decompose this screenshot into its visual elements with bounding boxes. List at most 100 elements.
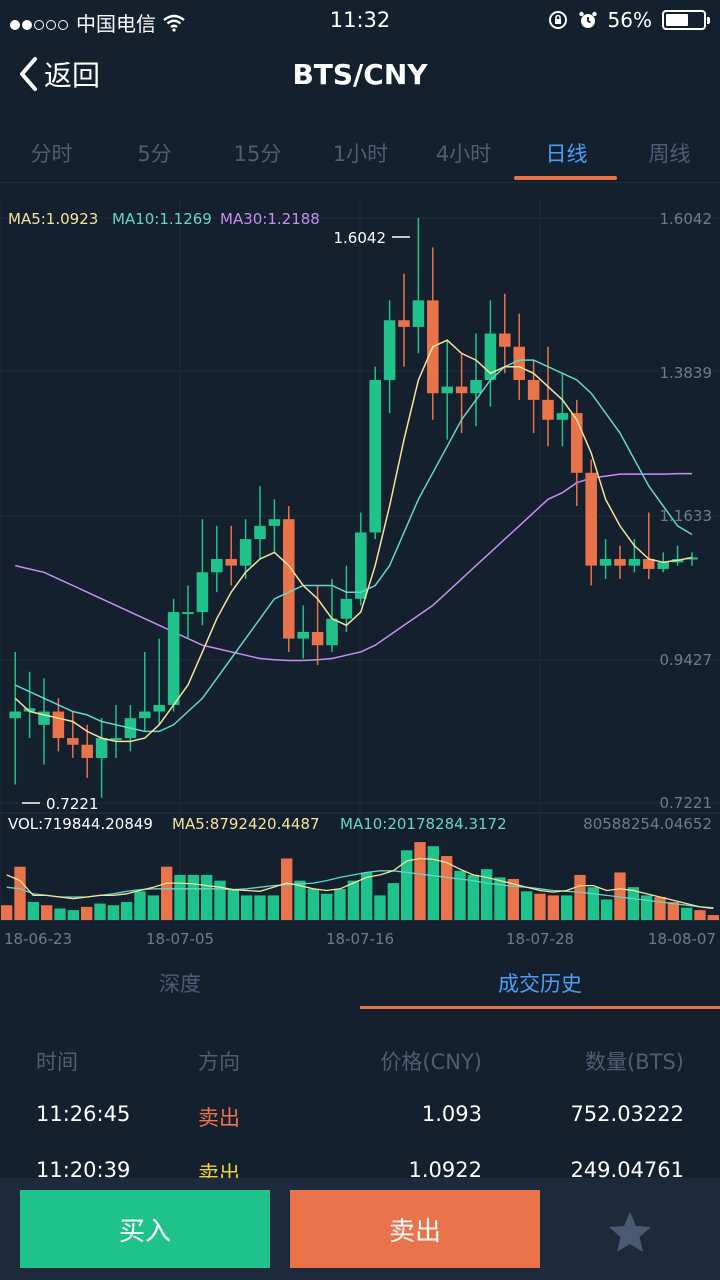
- kline-chart-svg: MA5:1.0923 MA10:1.1269 MA30:1.2188 1.604…: [0, 198, 720, 948]
- volume-bar: [387, 883, 399, 920]
- trade-row: 11:20:39 卖出 1.0922 249.04761: [0, 1142, 720, 1178]
- volume-bar: [334, 888, 346, 920]
- candle-body: [628, 559, 641, 566]
- high-price-marker: 1.6042: [334, 229, 410, 247]
- candle-body: [153, 704, 165, 712]
- volume-bar: [361, 872, 373, 920]
- candle-body: [139, 711, 151, 719]
- wifi-icon: [163, 14, 185, 32]
- ma10-line: [14, 359, 693, 733]
- action-bar: 买入 卖出: [0, 1178, 720, 1280]
- tab-timeshare[interactable]: 分时: [30, 142, 73, 166]
- trade-amount: 249.04761: [570, 1158, 684, 1178]
- tab-15min[interactable]: 15分: [233, 142, 282, 166]
- candle-body: [585, 472, 597, 566]
- volume-bar: [401, 850, 413, 920]
- tab-weekly[interactable]: 周线: [648, 142, 691, 166]
- candlesticks: [9, 218, 698, 798]
- trade-price: 1.0922: [408, 1158, 482, 1178]
- candle-body: [369, 379, 381, 533]
- date-label: 18-06-23: [4, 930, 72, 948]
- signal-strength-icon: [10, 11, 70, 35]
- candle-body: [398, 320, 410, 327]
- volume-bar: [481, 869, 493, 920]
- price-axis-label: 1.1633: [660, 507, 713, 525]
- timeframe-tabs: 分时 5分 15分 1小时 4小时 日线 周线: [0, 120, 720, 183]
- ma10-legend: MA10:1.1269: [112, 210, 212, 228]
- status-bar: 中国电信 11:32 56%: [0, 0, 720, 40]
- candle-body: [599, 559, 612, 566]
- tab-1hour[interactable]: 1小时: [332, 142, 389, 166]
- candle-body: [225, 559, 237, 566]
- volume-bar: [307, 888, 319, 920]
- tab-4hour[interactable]: 4小时: [435, 142, 492, 166]
- volume-bar: [534, 893, 546, 920]
- volume-bar: [681, 907, 693, 920]
- trade-price: 1.093: [421, 1102, 482, 1126]
- candle-body: [542, 399, 554, 420]
- volume-bar: [614, 872, 626, 920]
- candle-body: [686, 557, 698, 560]
- volume-bars: [1, 842, 719, 920]
- trade-history-list: 时间 方向 价格(CNY) 数量(BTS) 11:26:45 卖出 1.093 …: [0, 1030, 720, 1178]
- candle-body: [326, 618, 338, 646]
- header-direction: 方向: [198, 1050, 240, 1074]
- candle-body: [196, 572, 209, 613]
- volume-bar: [427, 846, 439, 920]
- volume-bar: [174, 874, 186, 920]
- volume-bar: [694, 910, 706, 920]
- ma30-legend: MA30:1.2188: [220, 210, 320, 228]
- buy-button[interactable]: 买入: [20, 1190, 270, 1268]
- tab-daily[interactable]: 日线: [545, 142, 588, 166]
- candle-body: [383, 320, 396, 380]
- volume-bar: [294, 880, 306, 920]
- page-title: BTS/CNY: [292, 58, 428, 91]
- volume-bar: [241, 895, 253, 920]
- trade-time: 11:26:45: [36, 1102, 131, 1126]
- trade-amount: 752.03222: [570, 1102, 684, 1126]
- volume-bar: [1, 905, 13, 920]
- volume-ma10-legend: MA10:20178284.3172: [340, 815, 507, 833]
- volume-bar: [14, 866, 26, 920]
- volume-bar: [121, 901, 133, 920]
- price-axis-label: 0.9427: [660, 651, 713, 669]
- volume-bar: [587, 887, 599, 920]
- sell-button[interactable]: 卖出: [290, 1190, 540, 1268]
- volume-bar: [54, 908, 66, 920]
- candle-body: [110, 738, 122, 741]
- volume-bar: [281, 858, 293, 920]
- candle-body: [283, 519, 295, 639]
- active-tab-indicator: [514, 176, 617, 180]
- volume-bar: [161, 866, 173, 920]
- candle-body: [23, 708, 36, 712]
- kline-chart[interactable]: MA5:1.0923 MA10:1.1269 MA30:1.2188 1.604…: [0, 198, 720, 960]
- battery-icon: [662, 10, 710, 30]
- volume-bar: [454, 870, 466, 920]
- tab-trade-history[interactable]: 成交历史: [498, 972, 582, 996]
- candle-body: [643, 559, 655, 569]
- volume-legend: VOL:719844.20849: [8, 815, 153, 833]
- candle-body: [239, 539, 252, 566]
- trade-row: 11:26:45 卖出 1.093 752.03222: [0, 1086, 720, 1142]
- low-price-marker: 0.7221: [22, 795, 99, 813]
- tab-5min[interactable]: 5分: [137, 142, 172, 166]
- volume-bar: [707, 915, 719, 920]
- volume-bar: [147, 895, 159, 920]
- header-time: 时间: [36, 1050, 78, 1074]
- favorite-star-icon[interactable]: [605, 1208, 655, 1258]
- back-button[interactable]: 返回: [18, 54, 100, 94]
- tab-depth[interactable]: 深度: [159, 972, 201, 996]
- volume-bar: [94, 903, 106, 920]
- volume-bar: [134, 891, 146, 920]
- volume-bar: [654, 897, 666, 920]
- candle-body: [614, 559, 626, 566]
- back-label: 返回: [44, 59, 101, 92]
- header-amount: 数量(BTS): [585, 1050, 684, 1074]
- volume-bar: [214, 880, 226, 920]
- volume-bar: [374, 895, 386, 920]
- volume-bar: [507, 879, 519, 920]
- volume-bar: [41, 905, 53, 920]
- candle-body: [455, 386, 468, 394]
- candle-body: [513, 346, 525, 380]
- candle-body: [340, 598, 353, 619]
